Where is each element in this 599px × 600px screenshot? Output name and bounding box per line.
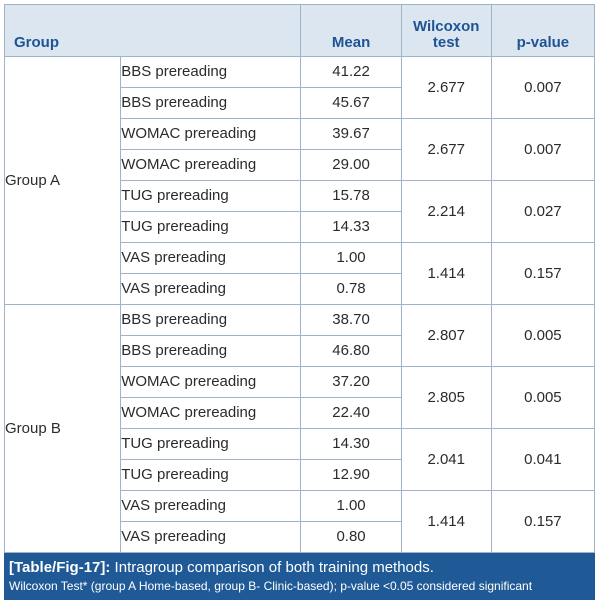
table-row: WOMAC prereading 39.67 2.677 0.007 (5, 118, 596, 181)
p-value-cell: 0.005 (490, 366, 596, 429)
table-row: Group B BBS prereading 38.70 2.807 0.005 (3, 304, 596, 553)
header-wilcoxon-test: Wilcoxon test (400, 4, 492, 57)
header-row: Group Mean Wilcoxon test p-value (3, 4, 596, 57)
table-row: VAS prereading 0.78 (5, 273, 595, 305)
p-value-cell: 0.041 (490, 428, 596, 491)
parameter-cell: BBS prereading (120, 56, 302, 88)
parameter-cell: BBS prereading (120, 87, 302, 119)
mean-cell: 14.33 (300, 211, 402, 243)
comparison-table: Group Mean Wilcoxon test p-value Group A… (3, 4, 596, 553)
caption-title: Intragroup comparison of both training m… (110, 559, 434, 576)
p-value-cell: 0.007 (490, 56, 596, 119)
parameter-cell: WOMAC prereading (120, 149, 302, 181)
table-figure: Group Mean Wilcoxon test p-value Group A… (3, 4, 596, 600)
p-value-cell: 0.007 (490, 118, 596, 181)
table-row: WOMAC prereading 22.40 (5, 397, 595, 429)
parameter-cell: VAS prereading (120, 521, 302, 553)
mean-cell: 45.67 (300, 87, 402, 119)
group-label: Group A (3, 56, 122, 305)
table-row: WOMAC prereading 37.20 2.805 0.005 (5, 366, 596, 429)
mean-cell: 22.40 (300, 397, 402, 429)
caption-title-line: [Table/Fig-17]: Intragroup comparison of… (9, 558, 587, 577)
table-row: Group A BBS prereading 41.22 2.677 0.007 (3, 56, 596, 305)
p-value-cell: 0.027 (490, 180, 596, 243)
table-body: Group A BBS prereading 41.22 2.677 0.007 BBS … (3, 56, 596, 553)
table-caption: [Table/Fig-17]: Intragroup comparison of… (4, 553, 595, 600)
wilcoxon-cell: 1.414 (400, 490, 492, 553)
mean-cell: 1.00 (300, 490, 402, 522)
wilcoxon-cell: 2.041 (400, 428, 492, 491)
mean-cell: 0.78 (300, 273, 402, 305)
mean-cell: 37.20 (300, 366, 402, 398)
parameter-cell: BBS prereading (120, 335, 302, 367)
table-row: TUG prereading 14.33 (5, 211, 595, 243)
mean-cell: 12.90 (300, 459, 402, 491)
parameter-cell: VAS prereading (120, 273, 302, 305)
table-row: BBS prereading 46.80 (5, 335, 595, 367)
mean-cell: 46.80 (300, 335, 402, 367)
wilcoxon-cell: 2.214 (400, 180, 492, 243)
header-wilcoxon-line1: Wilcoxon (412, 18, 480, 35)
mean-cell: 1.00 (300, 242, 402, 274)
wilcoxon-cell: 1.414 (400, 242, 492, 305)
mean-cell: 41.22 (300, 56, 402, 88)
mean-cell: 15.78 (300, 180, 402, 212)
group-label: Group B (3, 304, 122, 553)
parameter-cell: WOMAC prereading (120, 397, 302, 429)
mean-cell: 14.30 (300, 428, 402, 460)
table-row: BBS prereading 45.67 (5, 87, 595, 119)
mean-cell: 29.00 (300, 149, 402, 181)
table-row: TUG prereading 12.90 (5, 459, 595, 491)
mean-cell: 38.70 (300, 304, 402, 336)
wilcoxon-cell: 2.677 (400, 56, 492, 119)
header-mean: Mean (300, 4, 402, 57)
p-value-cell: 0.157 (490, 490, 596, 553)
table-row: VAS prereading 1.00 1.414 0.157 (5, 242, 596, 305)
table-row: TUG prereading 14.30 2.041 0.041 (5, 428, 596, 491)
header-p-value: p-value (490, 4, 596, 57)
parameter-cell: TUG prereading (120, 211, 302, 243)
p-value-cell: 0.157 (490, 242, 596, 305)
wilcoxon-cell: 2.807 (400, 304, 492, 367)
wilcoxon-cell: 2.805 (400, 366, 492, 429)
header-group: Group (3, 4, 302, 57)
parameter-cell: BBS prereading (120, 304, 302, 336)
p-value-cell: 0.005 (490, 304, 596, 367)
caption-note: Wilcoxon Test* (group A Home-based, grou… (9, 579, 533, 593)
table-row: VAS prereading 0.80 (5, 521, 595, 553)
table-row: WOMAC prereading 29.00 (5, 149, 595, 181)
parameter-cell: VAS prereading (120, 490, 302, 522)
parameter-cell: WOMAC prereading (120, 118, 302, 150)
table-row: TUG prereading 15.78 2.214 0.027 (5, 180, 596, 243)
parameter-cell: TUG prereading (120, 428, 302, 460)
parameter-cell: WOMAC prereading (120, 366, 302, 398)
header-wilcoxon-line2: test (432, 34, 460, 51)
parameter-cell: VAS prereading (120, 242, 302, 274)
parameter-cell: TUG prereading (120, 180, 302, 212)
wilcoxon-cell: 2.677 (400, 118, 492, 181)
caption-tag: [Table/Fig-17]: (9, 559, 111, 576)
mean-cell: 39.67 (300, 118, 402, 150)
mean-cell: 0.80 (300, 521, 402, 553)
parameter-cell: TUG prereading (120, 459, 302, 491)
